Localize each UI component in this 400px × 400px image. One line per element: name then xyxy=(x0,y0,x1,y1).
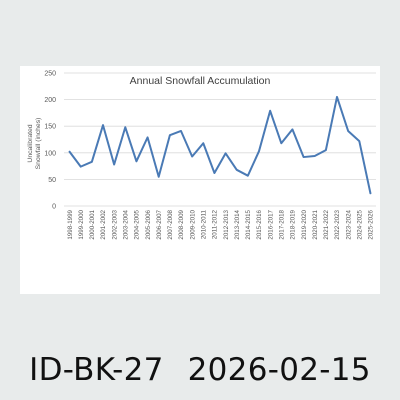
snowfall-series-line xyxy=(68,95,372,195)
data-point xyxy=(325,149,327,151)
x-tick-label: 2010-2011 xyxy=(200,209,207,239)
x-tick-label: 2015-2016 xyxy=(256,209,263,239)
x-tick-label: 2008-2009 xyxy=(178,209,185,239)
data-point xyxy=(68,151,70,153)
x-tick-label: 2001-2002 xyxy=(100,209,107,239)
x-axis-ticks: 1998-1999 1999-2000 2000-2001 2001-2002 2002… xyxy=(67,209,375,239)
data-point xyxy=(180,130,182,132)
x-tick-label: 1999-2000 xyxy=(78,209,85,239)
data-point xyxy=(146,136,148,138)
data-point xyxy=(269,110,271,112)
y-tick-label: 100 xyxy=(44,150,56,157)
data-point xyxy=(358,140,360,142)
x-tick-label: 2021-2022 xyxy=(323,209,330,239)
x-tick-label: 2007-2008 xyxy=(167,209,174,239)
data-point xyxy=(91,161,93,163)
y-axis-ticks: 0 50 100 150 200 250 xyxy=(44,71,56,211)
x-tick-label: 2002-2003 xyxy=(111,209,118,239)
x-tick-label: 2016-2017 xyxy=(267,209,274,239)
x-tick-label: 2020-2021 xyxy=(312,209,319,239)
y-tick-label: 250 xyxy=(44,71,56,78)
data-point xyxy=(169,134,171,136)
data-point xyxy=(314,155,316,157)
data-point xyxy=(291,128,293,130)
x-tick-label: 2012-2013 xyxy=(223,209,230,239)
x-tick-label: 2013-2014 xyxy=(234,209,241,239)
data-point xyxy=(347,130,349,132)
data-point xyxy=(224,152,226,154)
data-point xyxy=(102,124,104,126)
x-tick-label: 2025-2026 xyxy=(368,209,375,239)
x-tick-label: 1998-1999 xyxy=(67,209,74,239)
y-tick-label: 200 xyxy=(44,97,56,104)
snowfall-line-chart: 0 50 100 150 200 250 1998-1999 1999-2000 2000-2… xyxy=(27,71,376,240)
gridlines xyxy=(64,72,376,207)
y-axis-label-line: Snowfall (inches) xyxy=(35,118,42,170)
x-tick-label: 2011-2012 xyxy=(212,209,219,239)
x-tick-label: 2006-2007 xyxy=(156,209,163,239)
x-tick-label: 2017-2018 xyxy=(278,209,285,239)
image-caption: ID-BK-27 2026-02-15 xyxy=(0,352,400,388)
x-tick-label: 2000-2001 xyxy=(89,209,96,239)
data-point xyxy=(302,156,304,158)
data-point xyxy=(280,142,282,144)
data-point xyxy=(247,174,249,176)
x-tick-label: 2022-2023 xyxy=(334,209,341,239)
x-tick-label: 2019-2020 xyxy=(301,209,308,239)
data-point xyxy=(202,142,204,144)
x-tick-label: 2018-2019 xyxy=(290,209,297,239)
data-point xyxy=(336,96,338,98)
data-point xyxy=(124,126,126,128)
data-point xyxy=(191,155,193,157)
data-point xyxy=(236,169,238,171)
caption-id: ID-BK-27 xyxy=(29,352,164,388)
y-tick-label: 150 xyxy=(44,124,56,131)
y-tick-label: 50 xyxy=(48,177,56,184)
chart-card: 0 50 100 150 200 250 1998-1999 1999-2000 2000-2… xyxy=(20,66,380,294)
y-axis-label: Uncalibrated Snowfall (inches) xyxy=(27,118,42,170)
x-tick-label: 2003-2004 xyxy=(122,209,129,239)
caption-date: 2026-02-15 xyxy=(187,352,371,388)
data-point xyxy=(158,176,160,178)
y-tick-label: 0 xyxy=(52,204,56,211)
x-tick-label: 2009-2010 xyxy=(189,209,196,239)
data-point xyxy=(258,150,260,152)
x-tick-label: 2005-2006 xyxy=(145,209,152,239)
x-tick-label: 2004-2005 xyxy=(134,209,141,239)
data-point xyxy=(135,160,137,162)
y-axis-label-line: Uncalibrated xyxy=(27,124,34,162)
x-tick-label: 2014-2015 xyxy=(245,209,252,239)
data-point xyxy=(213,172,215,174)
data-point xyxy=(80,165,82,167)
data-point xyxy=(113,163,115,165)
x-tick-label: 2023-2024 xyxy=(345,209,352,239)
data-point xyxy=(369,192,371,194)
chart-title: Annual Snowfall Accumulation xyxy=(130,75,271,87)
x-tick-label: 2024-2025 xyxy=(356,209,363,239)
